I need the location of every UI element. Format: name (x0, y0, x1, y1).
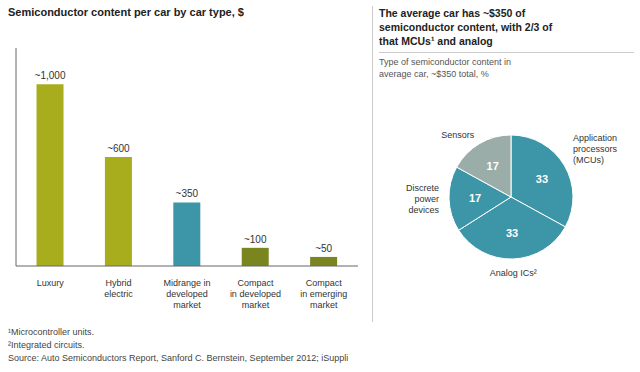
svg-text:33: 33 (506, 227, 518, 239)
svg-text:~50: ~50 (315, 243, 332, 254)
svg-text:Compactin developedmarket: Compactin developedmarket (230, 278, 281, 310)
svg-text:Analog ICs²: Analog ICs² (490, 268, 537, 278)
svg-text:17: 17 (487, 160, 499, 172)
svg-text:33: 33 (536, 173, 548, 185)
html-text:Type of semiconductor content: Type of semiconductor content in average… (379, 57, 512, 79)
html-text:²Integrated circuits.: ²Integrated circuits. (8, 340, 85, 350)
svg-text:Luxury: Luxury (37, 278, 65, 288)
svg-text:~600: ~600 (107, 143, 130, 154)
svg-text:Sensors: Sensors (441, 130, 475, 140)
html-text:The average car has ~$350 of s: The average car has ~$350 of semiconduct… (379, 7, 553, 47)
svg-text:Hybridelectric: Hybridelectric (104, 278, 133, 299)
html-text:Semiconductor content per car: Semiconductor content per car by car typ… (8, 6, 244, 18)
html-text:¹Microcontroller units.: ¹Microcontroller units. (8, 327, 94, 337)
svg-text:~100: ~100 (244, 234, 267, 245)
svg-text:~1,000: ~1,000 (35, 70, 66, 81)
svg-text:17: 17 (469, 192, 481, 204)
svg-text:Compactin emergingmarket: Compactin emergingmarket (300, 278, 347, 310)
svg-text:Midrange indevelopedmarket: Midrange indevelopedmarket (163, 278, 210, 310)
svg-text:Discretepowerdevices: Discretepowerdevices (406, 183, 440, 215)
html-text:Source: Auto Semiconductors Re: Source: Auto Semiconductors Report, Sanf… (8, 353, 349, 363)
svg-text:~350: ~350 (176, 188, 199, 199)
svg-text:Applicationprocessors(MCUs): Applicationprocessors(MCUs) (573, 133, 618, 165)
